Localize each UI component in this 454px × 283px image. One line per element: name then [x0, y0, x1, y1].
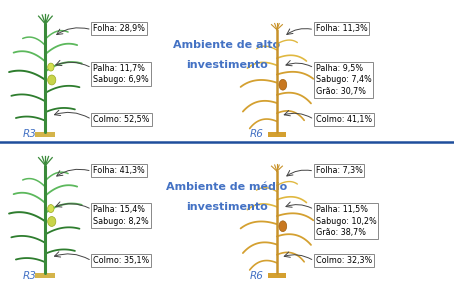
Text: Colmo: 32,3%: Colmo: 32,3% [316, 256, 372, 265]
Text: Folha: 11,3%: Folha: 11,3% [316, 24, 367, 33]
Text: Palha: 9,5%
Sabugo: 7,4%
Grão: 30,7%: Palha: 9,5% Sabugo: 7,4% Grão: 30,7% [316, 64, 371, 96]
Text: Folha: 41,3%: Folha: 41,3% [93, 166, 145, 175]
Text: Palha: 11,7%
Sabugo: 6,9%: Palha: 11,7% Sabugo: 6,9% [93, 64, 149, 84]
FancyBboxPatch shape [35, 273, 55, 278]
Ellipse shape [48, 216, 56, 226]
Text: R6: R6 [250, 271, 263, 281]
Text: Colmo: 35,1%: Colmo: 35,1% [93, 256, 149, 265]
Ellipse shape [48, 205, 54, 213]
Text: investimento: investimento [186, 201, 268, 212]
Ellipse shape [48, 63, 54, 71]
Text: Ambiente de alto: Ambiente de alto [173, 40, 281, 50]
Text: Colmo: 52,5%: Colmo: 52,5% [93, 115, 149, 124]
FancyBboxPatch shape [268, 273, 286, 278]
Text: investimento: investimento [186, 60, 268, 70]
Text: R3: R3 [23, 129, 36, 139]
Text: Ambiente de médio: Ambiente de médio [166, 182, 288, 192]
Text: R6: R6 [250, 129, 263, 139]
Text: Palha: 15,4%
Sabugo: 8,2%: Palha: 15,4% Sabugo: 8,2% [93, 205, 149, 226]
Text: R3: R3 [23, 271, 36, 281]
Text: Palha: 11,5%
Sabugo: 10,2%
Grão: 38,7%: Palha: 11,5% Sabugo: 10,2% Grão: 38,7% [316, 205, 376, 237]
Text: Folha: 7,3%: Folha: 7,3% [316, 166, 362, 175]
Ellipse shape [279, 221, 287, 231]
Ellipse shape [48, 75, 56, 85]
FancyBboxPatch shape [35, 132, 55, 137]
Text: Folha: 28,9%: Folha: 28,9% [93, 24, 145, 33]
FancyBboxPatch shape [268, 132, 286, 137]
Text: Colmo: 41,1%: Colmo: 41,1% [316, 115, 372, 124]
Ellipse shape [279, 79, 287, 90]
